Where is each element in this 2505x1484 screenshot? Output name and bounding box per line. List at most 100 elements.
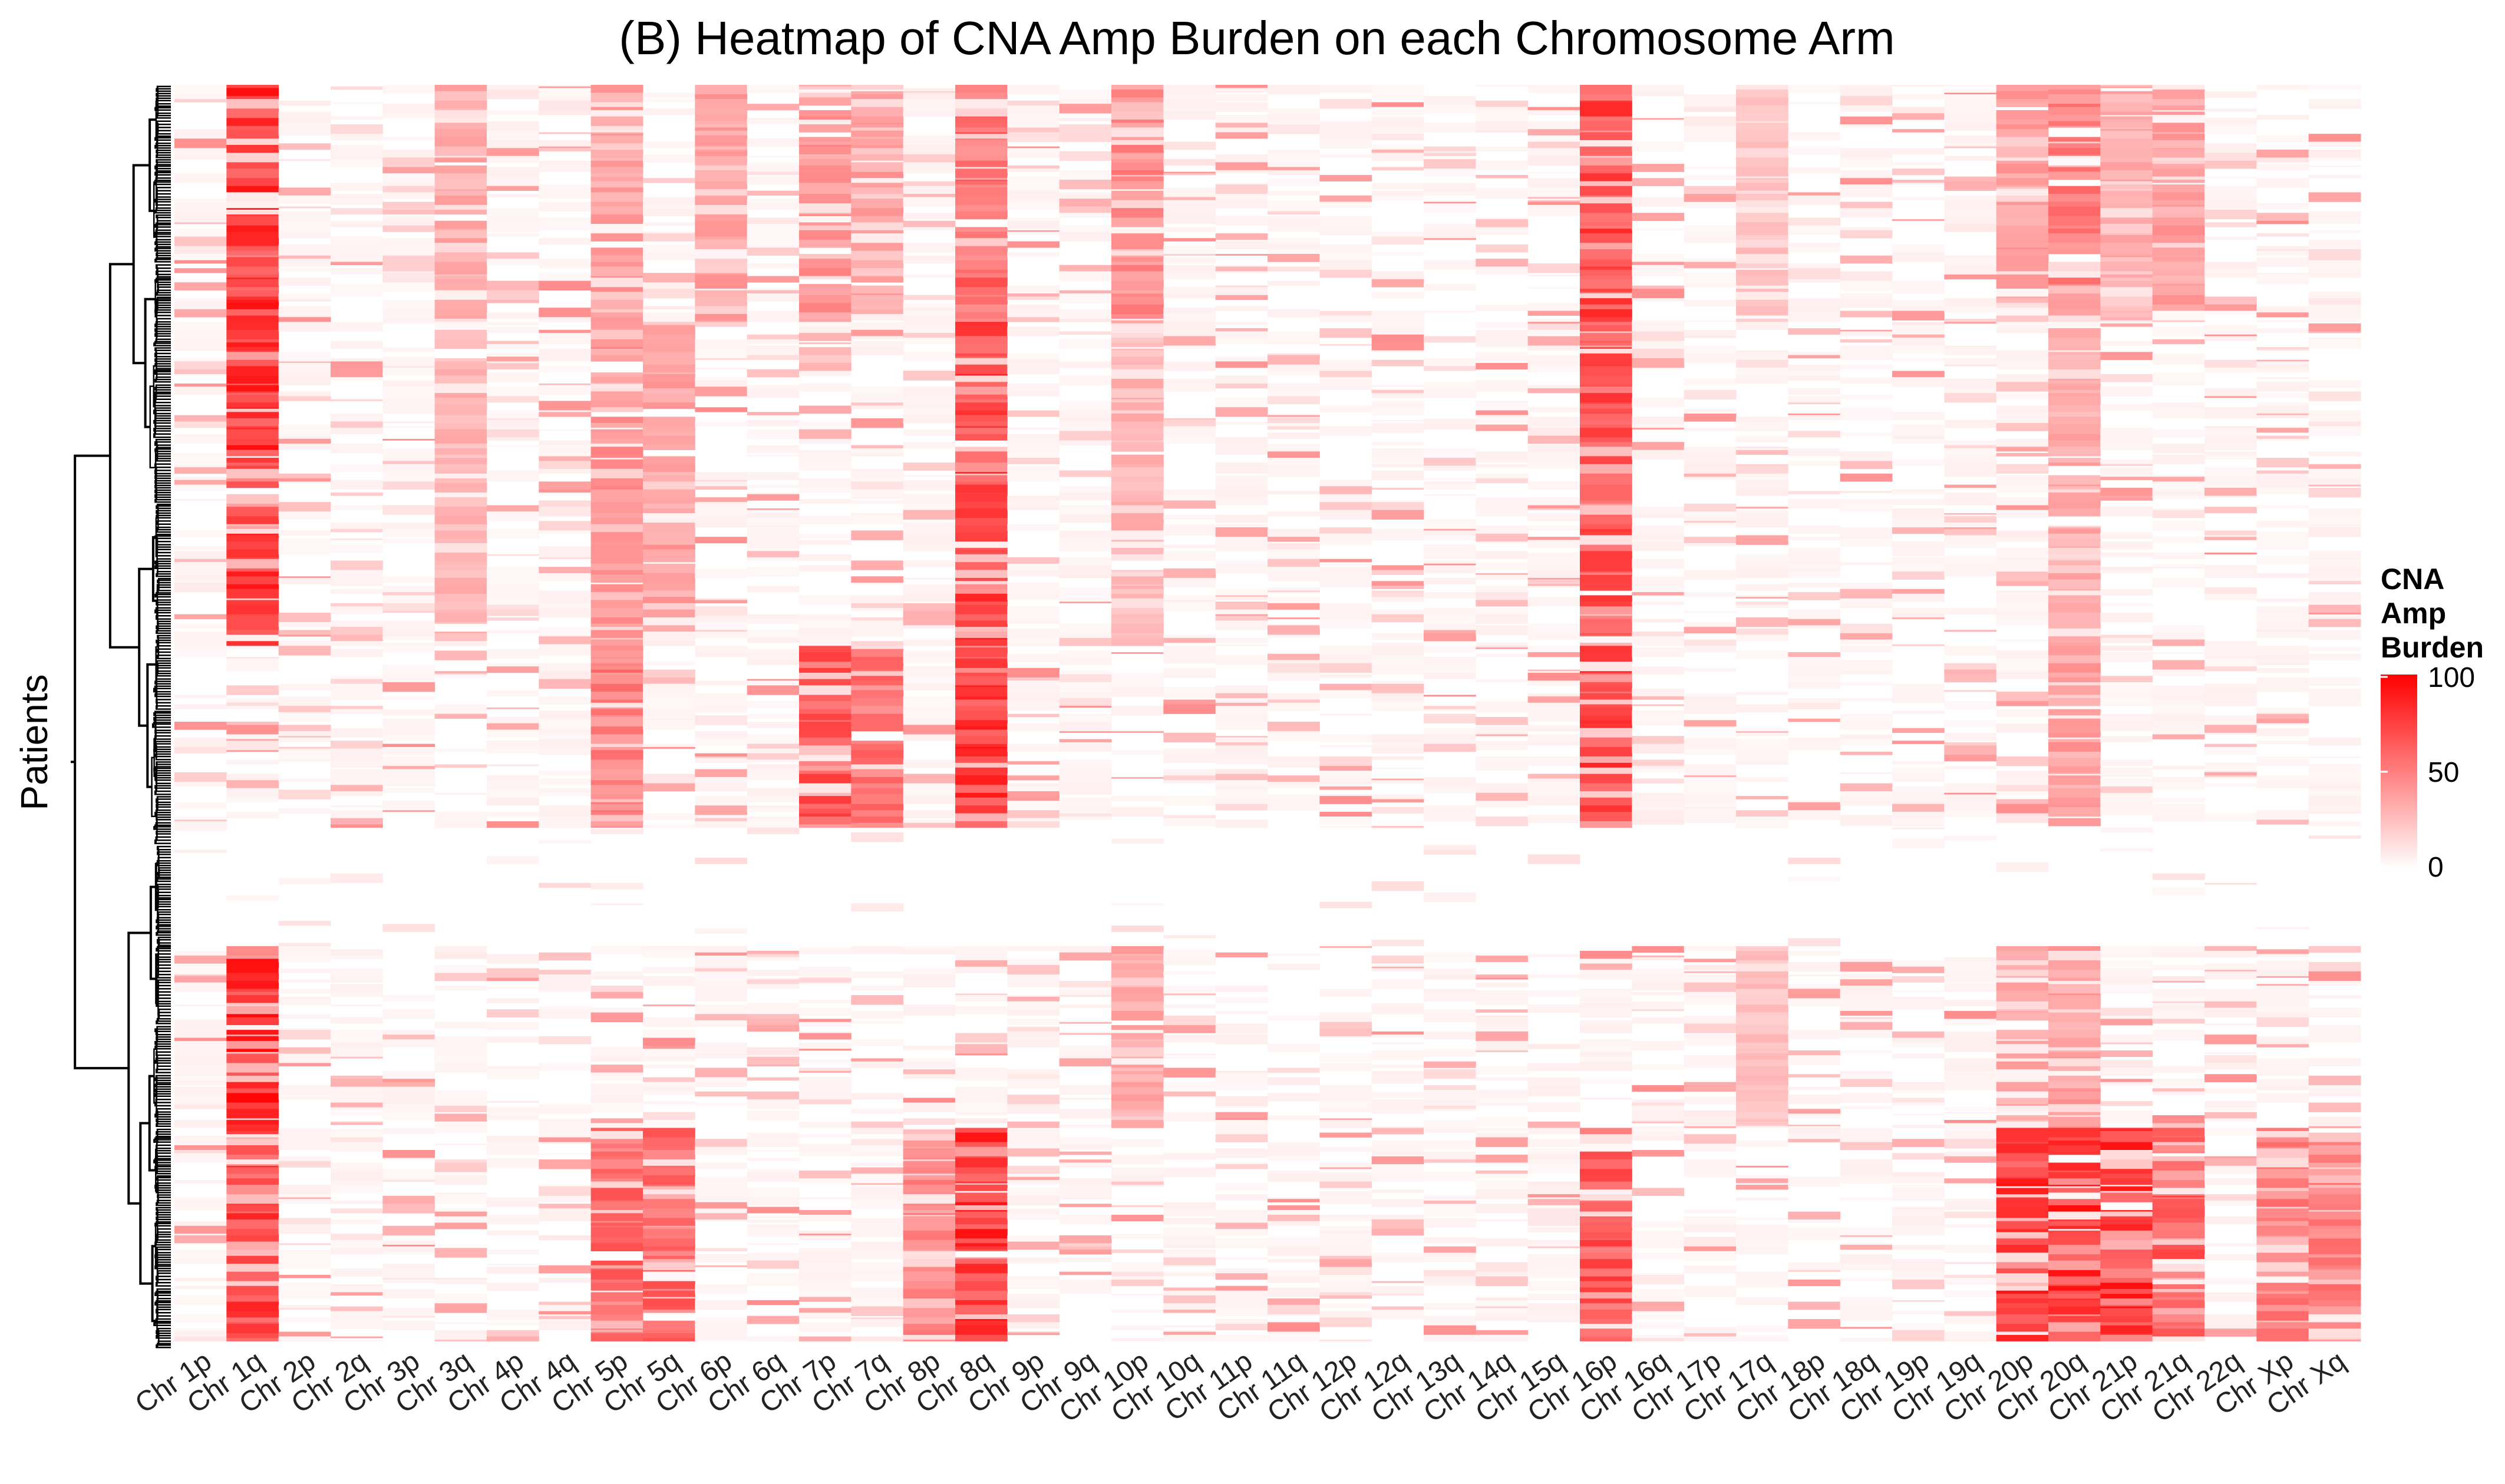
heatmap-cell	[278, 502, 331, 512]
dendrogram-branch	[153, 1139, 171, 1143]
heatmap-cell	[2048, 527, 2101, 530]
heatmap-cell	[1059, 587, 1112, 590]
heatmap-cell	[1268, 1044, 1320, 1052]
heatmap-cell	[643, 472, 695, 475]
heatmap-cell	[1527, 990, 1580, 997]
heatmap-cell	[747, 788, 800, 796]
heatmap-cell	[1996, 247, 2049, 250]
heatmap-cell	[1163, 815, 1216, 818]
heatmap-cell	[1111, 677, 1164, 688]
heatmap-cell	[1476, 219, 1529, 227]
heatmap-cell	[1840, 1079, 1893, 1087]
heatmap-cell	[2152, 508, 2205, 510]
heatmap-cell	[1892, 644, 1945, 646]
heatmap-cell	[278, 1065, 331, 1067]
heatmap-cell	[1424, 607, 1476, 610]
heatmap-cell	[2100, 190, 2153, 197]
heatmap-cell	[1476, 1015, 1529, 1017]
heatmap-cell	[1580, 672, 1632, 675]
heatmap-cell	[1580, 720, 1632, 724]
heatmap-cell	[1736, 1066, 1788, 1076]
heatmap-cell	[1215, 287, 1268, 296]
heatmap-cell	[434, 243, 487, 246]
heatmap-cell	[1059, 995, 1112, 997]
heatmap-cell	[1892, 1053, 1945, 1059]
heatmap-cell	[1684, 503, 1737, 512]
heatmap-cell	[331, 116, 383, 120]
heatmap-cell	[2308, 604, 2361, 613]
dendrogram-branch	[157, 620, 171, 624]
heatmap-cell	[903, 696, 956, 706]
heatmap-cell	[1007, 628, 1060, 634]
heatmap-cell	[226, 407, 279, 409]
heatmap-cell	[1215, 1096, 1268, 1106]
heatmap-cell	[1163, 525, 1216, 536]
heatmap-cell	[1996, 315, 2049, 322]
heatmap-cell	[903, 227, 956, 231]
heatmap-cell	[434, 229, 487, 231]
heatmap-cell	[331, 805, 383, 808]
heatmap-cell	[851, 560, 904, 570]
heatmap-cell	[695, 358, 748, 361]
heatmap-cell	[2048, 233, 2101, 243]
heatmap-cell	[1840, 589, 1893, 599]
heatmap-cell	[2256, 377, 2309, 379]
heatmap-cell	[1580, 165, 1632, 174]
heatmap-cell	[1268, 458, 1320, 465]
heatmap-cell	[1215, 1033, 1268, 1035]
heatmap-cell	[487, 90, 539, 100]
heatmap-cell	[2100, 693, 2153, 697]
heatmap-cell	[1788, 352, 1841, 356]
heatmap-cell	[1944, 742, 1997, 746]
heatmap-cell	[1424, 532, 1476, 536]
heatmap-cell	[539, 811, 592, 817]
heatmap-cell	[1580, 821, 1632, 828]
heatmap-cell	[278, 511, 331, 520]
heatmap-cell	[278, 725, 331, 732]
dendrogram-branch	[155, 561, 157, 569]
heatmap-cell	[1996, 184, 2049, 186]
dendrogram-branch	[156, 526, 171, 532]
heatmap-cell	[2048, 484, 2101, 487]
heatmap-cell	[2048, 369, 2101, 379]
heatmap-cell	[1007, 220, 1060, 229]
heatmap-cell	[1059, 1031, 1112, 1033]
heatmap-cell	[278, 622, 331, 627]
heatmap-cell	[174, 772, 227, 782]
heatmap-cell	[226, 524, 279, 526]
heatmap-cell	[2308, 391, 2361, 401]
heatmap-cell	[851, 293, 904, 296]
heatmap-cell	[1736, 963, 1788, 972]
heatmap-cell	[1215, 254, 1268, 256]
heatmap-cell	[1632, 819, 1685, 825]
heatmap-cell	[1007, 200, 1060, 204]
heatmap-cell	[590, 804, 643, 811]
heatmap-cell	[695, 99, 748, 109]
heatmap-cell	[851, 903, 904, 912]
heatmap-cell	[1527, 426, 1580, 428]
heatmap-cell	[1319, 1028, 1372, 1037]
heatmap-cell	[1111, 617, 1164, 624]
heatmap-cell	[382, 1082, 435, 1088]
heatmap-cell	[1268, 617, 1320, 619]
heatmap-cell	[1215, 737, 1268, 743]
heatmap-cell	[382, 309, 435, 318]
heatmap-cell	[331, 1034, 383, 1043]
heatmap-cell	[1268, 341, 1320, 345]
heatmap-cell	[2256, 470, 2309, 474]
heatmap-cell	[1736, 554, 1788, 561]
dendrogram-branch	[155, 1275, 171, 1281]
heatmap-cell	[1319, 786, 1372, 790]
heatmap-cell	[1944, 535, 1997, 544]
dendrogram-branch	[157, 851, 171, 855]
heatmap-cell	[1736, 1090, 1788, 1093]
heatmap-cell	[590, 815, 643, 822]
heatmap-cell	[1736, 951, 1788, 956]
heatmap-cell	[226, 571, 279, 577]
heatmap-cell	[2256, 249, 2309, 251]
heatmap-cell	[1840, 1093, 1893, 1103]
heatmap-cell	[2152, 766, 2205, 769]
heatmap-cell	[1632, 704, 1685, 706]
heatmap-cell	[1527, 505, 1580, 509]
heatmap-cell	[1580, 652, 1632, 662]
